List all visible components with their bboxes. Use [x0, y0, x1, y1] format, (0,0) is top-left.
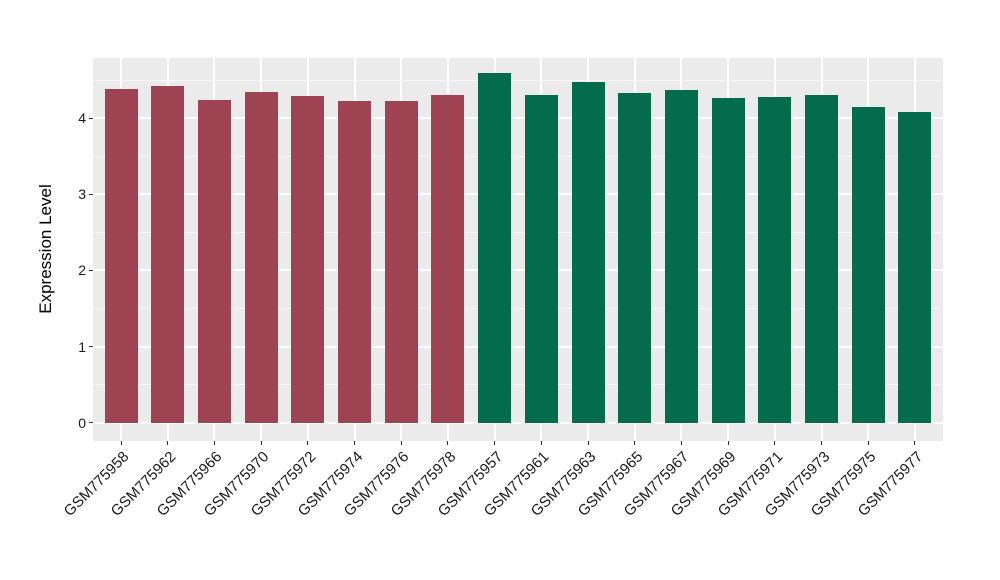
grid-major-y — [93, 193, 943, 196]
bar — [664, 89, 698, 423]
bar — [524, 95, 558, 423]
y-tick-label: 0 — [78, 414, 86, 431]
bar — [384, 101, 418, 423]
grid-minor-y — [93, 155, 943, 157]
grid-minor-y — [93, 231, 943, 233]
bar — [244, 91, 278, 423]
plot-panel — [93, 58, 943, 441]
bar — [618, 93, 652, 423]
bar — [711, 98, 745, 423]
x-tick — [680, 441, 682, 445]
y-axis-title-text: Expression Level — [36, 184, 55, 314]
bar — [851, 107, 885, 423]
grid-major-y — [93, 269, 943, 272]
y-tick — [89, 346, 93, 348]
y-tick — [89, 117, 93, 119]
y-tick — [89, 422, 93, 424]
y-tick-label: 2 — [78, 262, 86, 279]
grid-minor-y — [93, 308, 943, 309]
bar — [478, 73, 512, 423]
bar — [758, 96, 792, 423]
x-tick — [260, 441, 262, 445]
x-tick — [914, 441, 916, 445]
y-tick-label: 3 — [78, 186, 86, 203]
grid-minor-y — [93, 79, 943, 81]
x-tick — [494, 441, 496, 445]
y-tick-label: 1 — [78, 338, 86, 355]
bar — [151, 86, 185, 423]
x-tick — [354, 441, 356, 445]
bar — [431, 94, 465, 423]
x-tick — [540, 441, 542, 445]
grid-major-y — [93, 117, 943, 120]
x-tick — [400, 441, 402, 445]
y-tick — [89, 193, 93, 195]
grid-major-y — [93, 421, 943, 424]
x-tick — [821, 441, 823, 445]
x-tick — [447, 441, 449, 445]
y-tick-label: 4 — [78, 110, 86, 127]
x-tick — [867, 441, 869, 445]
bar — [291, 96, 325, 423]
bar — [338, 101, 372, 423]
bar — [898, 112, 932, 423]
bar — [571, 82, 605, 423]
x-tick — [587, 441, 589, 445]
y-tick — [89, 269, 93, 271]
x-tick — [167, 441, 169, 445]
grid-major-y — [93, 345, 943, 348]
bar — [104, 89, 138, 423]
x-tick — [727, 441, 729, 445]
x-tick — [307, 441, 309, 445]
grid-minor-y — [93, 384, 943, 386]
bar — [805, 95, 839, 423]
x-tick — [634, 441, 636, 445]
bar — [197, 99, 231, 423]
x-tick — [774, 441, 776, 445]
x-tick — [120, 441, 122, 445]
x-tick — [213, 441, 215, 445]
